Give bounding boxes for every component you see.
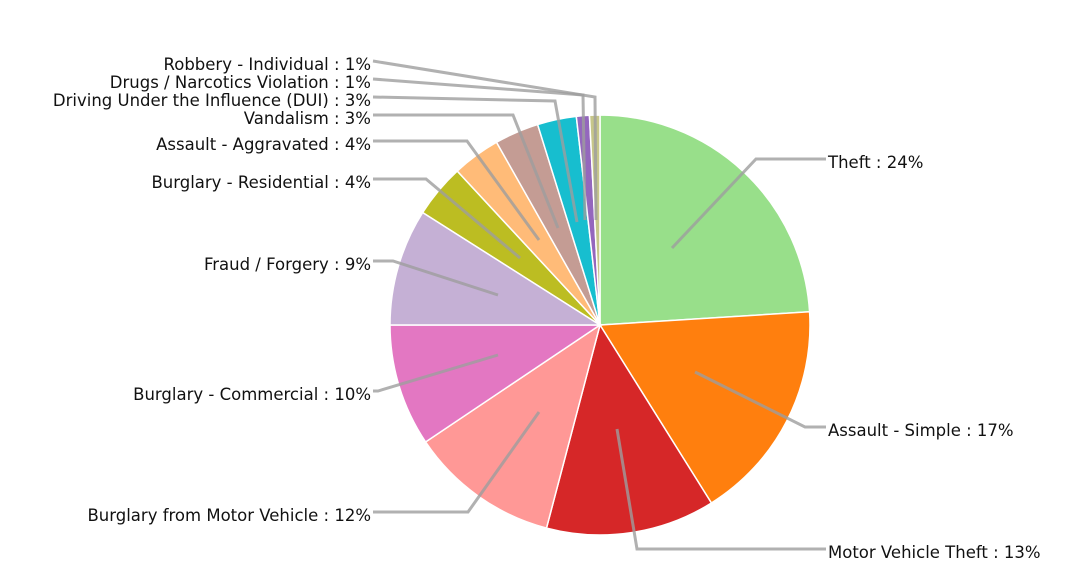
pie-slice-fraud-forgery	[389, 211, 603, 326]
slice-label: Burglary - Commercial : 10%	[133, 385, 371, 404]
pie-slice-theft	[599, 114, 811, 326]
slice-label: Motor Vehicle Theft : 13%	[828, 543, 1041, 562]
slice-label: Fraud / Forgery : 9%	[204, 255, 371, 274]
slice-label: Burglary - Residential : 4%	[151, 173, 371, 192]
slice-label: Drugs / Narcotics Violation : 1%	[110, 73, 371, 92]
leader-line	[694, 370, 826, 429]
pie-slices	[389, 114, 811, 536]
leader-line	[615, 428, 826, 551]
slice-label: Robbery - Individual : 1%	[164, 55, 372, 74]
slice-label: Assault - Aggravated : 4%	[156, 135, 371, 154]
pie-slice-motor-vehicle-theft	[545, 323, 713, 536]
slice-label: Vandalism : 3%	[244, 109, 371, 128]
leader-line	[373, 139, 541, 241]
slice-label: Assault - Simple : 17%	[828, 421, 1014, 440]
leader-line	[373, 177, 521, 260]
leader-line	[373, 353, 499, 393]
leader-lines	[372, 59, 826, 551]
slice-label: Theft : 24%	[827, 153, 923, 172]
leader-line	[373, 411, 541, 514]
pie-slice-assault-simple	[598, 311, 811, 505]
slice-labels: Theft : 24% Assault - Simple : 17% Motor V…	[53, 55, 1041, 562]
leader-line	[670, 157, 826, 250]
leader-line	[372, 95, 579, 223]
leader-line	[372, 59, 598, 221]
slice-label: Driving Under the Influence (DUI) : 3%	[53, 91, 371, 110]
slice-label: Burglary from Motor Vehicle : 12%	[87, 506, 371, 525]
leader-line	[373, 259, 499, 297]
leader-line	[373, 113, 560, 229]
